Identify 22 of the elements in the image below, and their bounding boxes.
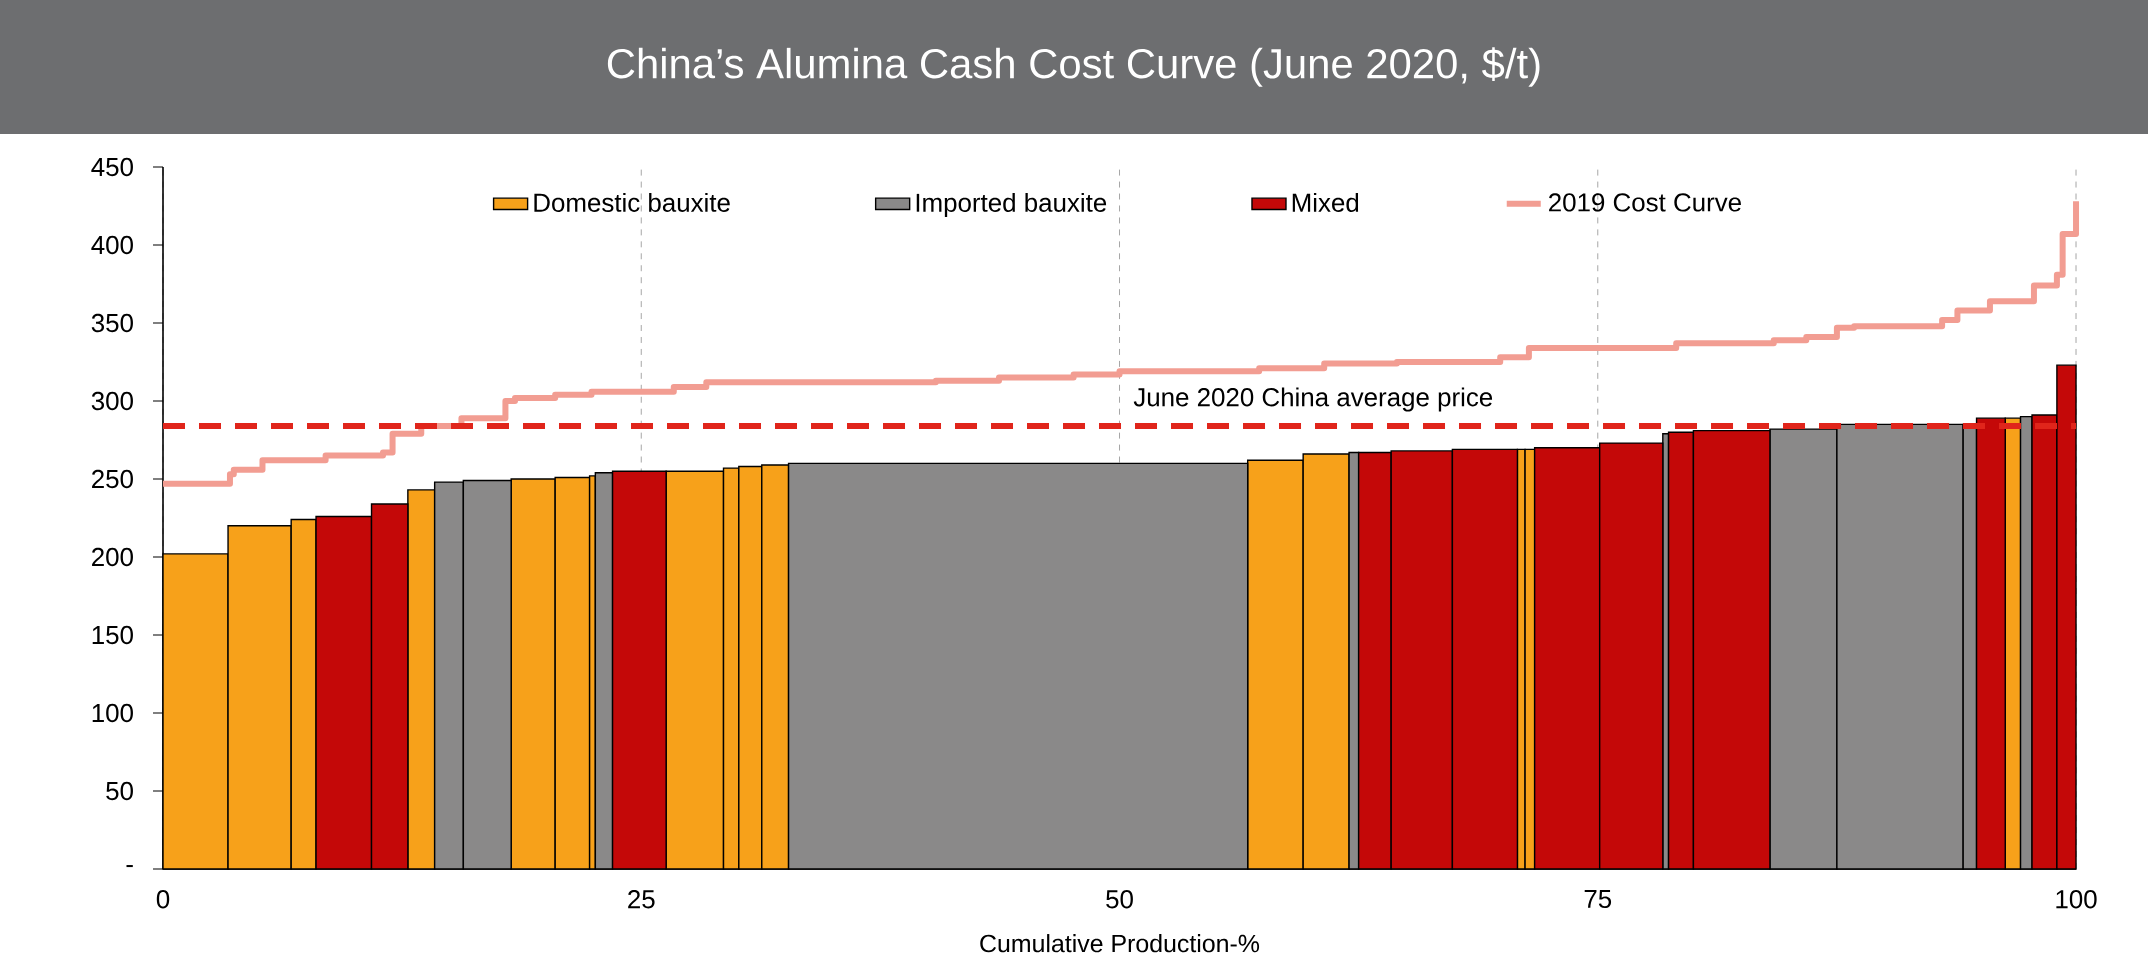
y-tick-label: 300 [91,391,133,411]
legend-label: Imported bauxite [916,192,1107,218]
y-tick-label: 450 [91,157,133,177]
y-tick-label: 350 [91,313,133,333]
y-tick-label: 150 [92,625,133,645]
y-tick-label: 200 [92,547,133,567]
y-tick-label: - [126,865,133,868]
legend-label: Domestic bauxite [534,192,730,212]
legend-label: Mixed [1292,192,1359,212]
x-tick-label: 75 [1584,890,1612,909]
x-tick-label: 0 [156,890,170,909]
y-tick-label: 250 [92,469,133,489]
x-tick-label: 100 [2056,890,2097,909]
ref-line-label: June 2020 China average price [1133,387,1493,412]
chart-title: China’s Alumina Cash Cost Curve (June 2020, $/t) [607,47,1540,87]
legend-label: 2019 Cost Curve [1549,193,1741,212]
y-tick-label: 100 [92,703,133,723]
y-tick-label: 400 [91,235,133,255]
x-tick-label: 50 [1106,890,1133,909]
x-tick-label: 25 [628,890,655,909]
x-axis-title: Cumulative Production-% [980,934,1260,953]
y-tick-label: 50 [106,781,133,801]
